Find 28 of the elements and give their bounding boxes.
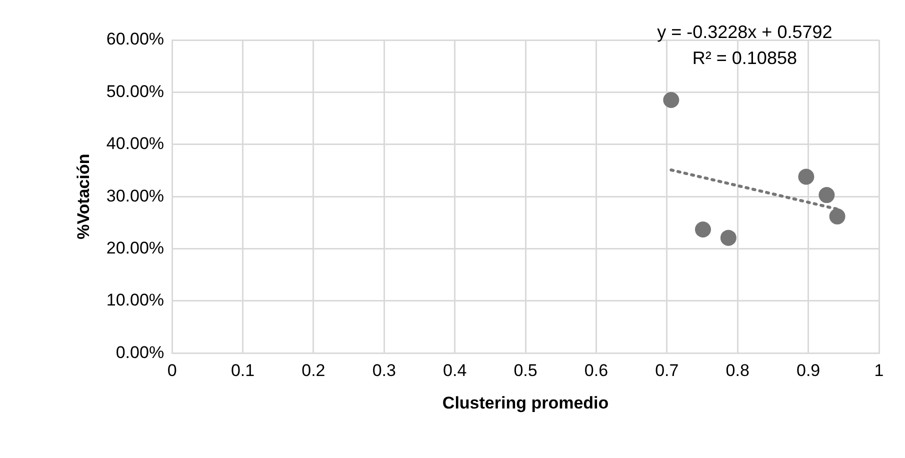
x-tick-label: 0.8: [726, 361, 750, 380]
x-tick-label: 0.2: [302, 361, 326, 380]
y-tick-label: 40.00%: [106, 134, 164, 154]
y-tick-label: 30.00%: [106, 186, 164, 206]
point: [798, 168, 814, 185]
y-tick-label: 50.00%: [106, 82, 164, 101]
x-tick-label: 0.7: [655, 361, 679, 380]
y-tick-label: 60.00%: [106, 30, 164, 49]
x-tick-label: 0.9: [796, 361, 820, 380]
y-tick-label: 20.00%: [106, 238, 164, 258]
x-tick-label: 0: [167, 361, 177, 380]
x-tick-label: 1: [874, 361, 884, 380]
point: [818, 187, 835, 204]
x-axis-title: Clustering promedio: [442, 393, 609, 412]
point: [720, 230, 736, 246]
x-tick-label: 0.6: [584, 361, 608, 380]
y-axis-title: %Votación: [74, 154, 93, 240]
point: [829, 208, 846, 224]
y-tick-label: 0.00%: [116, 342, 164, 362]
point: [694, 221, 711, 238]
x-tick-label: 0.1: [230, 361, 255, 380]
x-tick-label: 0.5: [514, 361, 538, 380]
annotation: y = -0.3228x + 0.5792: [657, 22, 832, 42]
point: [663, 92, 680, 108]
x-tick-label: 0.4: [443, 361, 467, 380]
annotation: R² = 0.10858: [692, 48, 797, 68]
y-tick-label: 10.00%: [106, 290, 164, 310]
x-tick-label: 0.3: [372, 361, 396, 380]
